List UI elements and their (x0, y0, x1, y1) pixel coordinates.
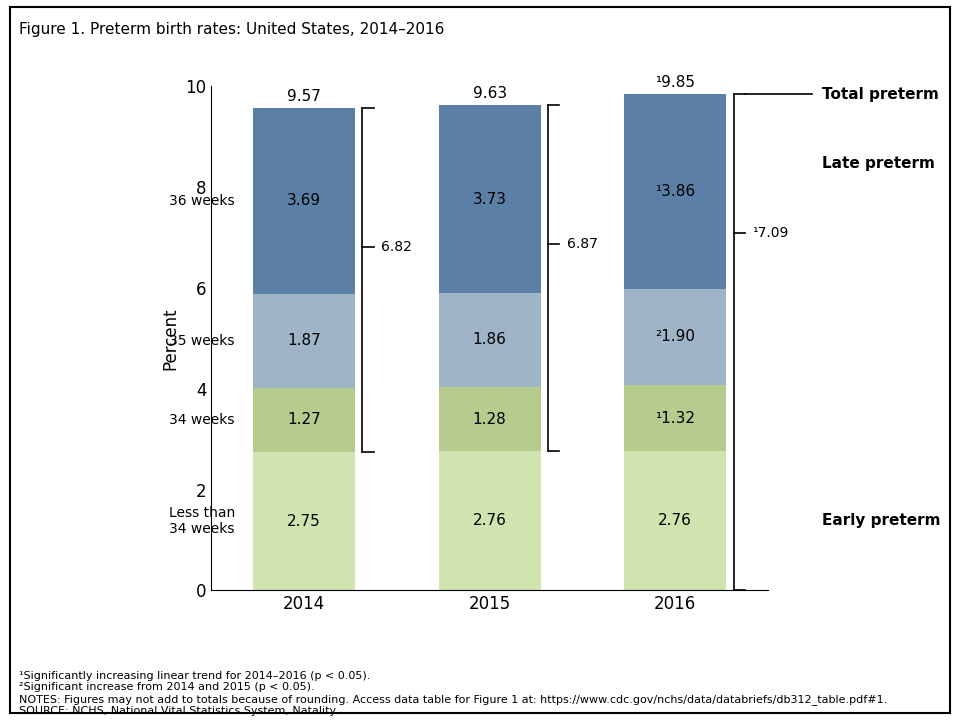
Text: 36 weeks: 36 weeks (169, 194, 235, 207)
Bar (624, 94, 726, 289)
Text: 2.76: 2.76 (659, 513, 692, 528)
Text: ¹3.86: ¹3.86 (655, 184, 695, 199)
Bar (253, 388, 355, 452)
Text: Late preterm: Late preterm (822, 156, 934, 171)
Text: 2.76: 2.76 (472, 513, 507, 528)
Bar (624, 289, 726, 384)
Text: 6.82: 6.82 (381, 240, 412, 253)
Text: ¹7.09: ¹7.09 (753, 226, 788, 240)
Text: ¹Significantly increasing linear trend for 2014–2016 (p < 0.05).
²Significant in: ¹Significantly increasing linear trend f… (19, 671, 887, 716)
Bar (624, 451, 726, 590)
Bar (439, 451, 540, 590)
Bar (253, 107, 355, 294)
Text: 2.75: 2.75 (287, 513, 321, 528)
Bar (439, 387, 540, 451)
Y-axis label: Percent: Percent (161, 307, 180, 369)
Text: 1.86: 1.86 (472, 333, 507, 348)
Text: Less than
34 weeks: Less than 34 weeks (169, 506, 235, 536)
Text: Early preterm: Early preterm (822, 513, 940, 528)
Text: 35 weeks: 35 weeks (169, 333, 234, 348)
Text: 1.87: 1.87 (287, 333, 321, 348)
Text: 3.69: 3.69 (287, 193, 321, 208)
Text: 3.73: 3.73 (472, 192, 507, 207)
Text: Total preterm: Total preterm (822, 87, 939, 102)
Bar (253, 452, 355, 590)
Text: ¹1.32: ¹1.32 (655, 410, 695, 426)
Text: 1.28: 1.28 (472, 412, 507, 426)
Text: ²1.90: ²1.90 (655, 329, 695, 344)
Text: Figure 1. Preterm birth rates: United States, 2014–2016: Figure 1. Preterm birth rates: United St… (19, 22, 444, 37)
Text: ¹9.85: ¹9.85 (655, 76, 695, 91)
Bar (439, 293, 540, 387)
Bar (439, 105, 540, 293)
Bar (253, 294, 355, 388)
Text: 34 weeks: 34 weeks (169, 413, 234, 427)
Bar (624, 384, 726, 451)
Text: 9.63: 9.63 (472, 86, 507, 101)
Text: 1.27: 1.27 (287, 413, 321, 427)
Text: 9.57: 9.57 (287, 89, 321, 104)
Text: 6.87: 6.87 (566, 237, 597, 251)
